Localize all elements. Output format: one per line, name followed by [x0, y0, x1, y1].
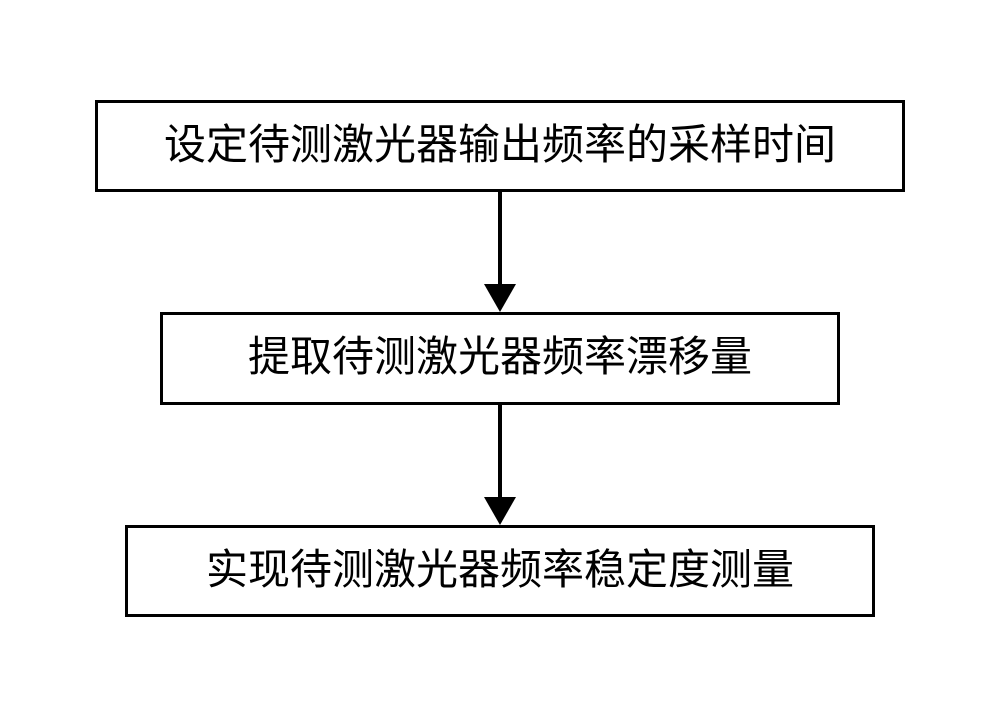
flowchart-step-3: 实现待测激光器频率稳定度测量 — [125, 525, 875, 617]
flowchart-container: 设定待测激光器输出频率的采样时间 提取待测激光器频率漂移量 实现待测激光器频率稳… — [40, 100, 960, 617]
arrow-line-icon — [498, 405, 502, 497]
flowchart-step-2: 提取待测激光器频率漂移量 — [160, 312, 840, 404]
arrow-line-icon — [498, 192, 502, 284]
step-1-label: 设定待测激光器输出频率的采样时间 — [164, 121, 836, 171]
flowchart-step-1: 设定待测激光器输出频率的采样时间 — [95, 100, 905, 192]
step-2-label: 提取待测激光器频率漂移量 — [248, 333, 752, 383]
arrow-1 — [484, 192, 516, 312]
arrow-head-icon — [484, 284, 516, 312]
arrow-head-icon — [484, 497, 516, 525]
arrow-2 — [484, 405, 516, 525]
step-3-label: 实现待测激光器频率稳定度测量 — [206, 546, 794, 596]
